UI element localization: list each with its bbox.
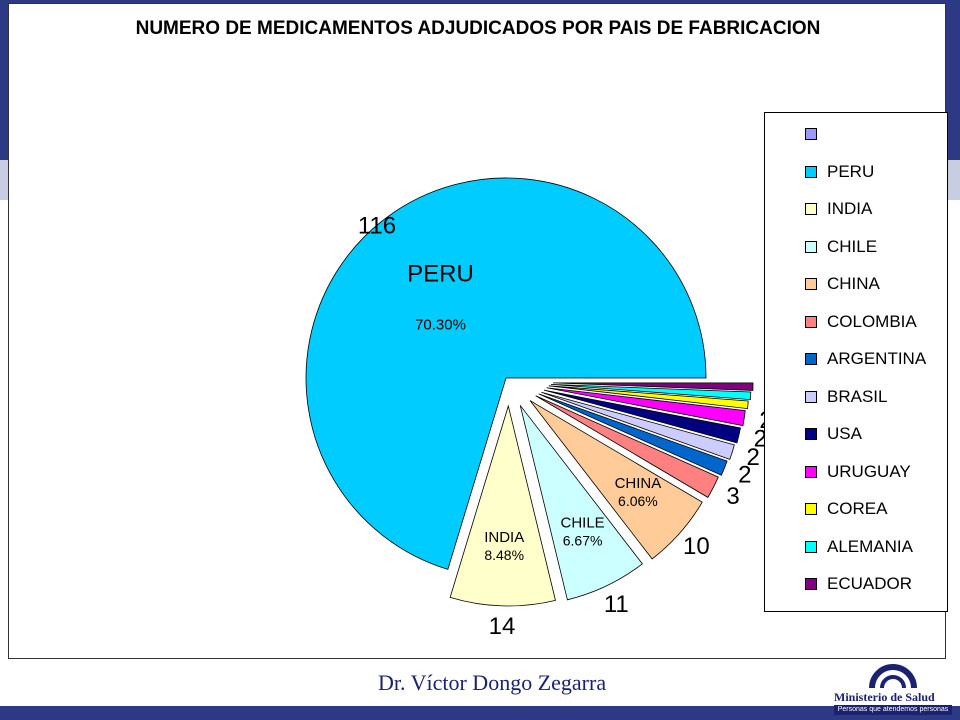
pie-slice-ecuador (552, 382, 754, 391)
legend-item-india: INDIA (805, 198, 872, 220)
slice-name-peru: PERU (407, 261, 474, 288)
slice-percent-chile: 6.67% (563, 532, 603, 548)
legend-label: ARGENTINA (827, 349, 927, 368)
ministry-logo-tagline: Personas que atendemos personas (834, 705, 952, 715)
value-label-chile: 11 (604, 591, 629, 618)
ministry-arc-icon (869, 664, 917, 689)
legend-label: COREA (827, 499, 888, 518)
chart-legend: PERU INDIA CHILE CHINA COLOMBIA ARGENTINA BRAS… (764, 112, 948, 612)
pie-slice-brasil (541, 391, 735, 460)
legend-swatch (805, 503, 817, 515)
legend-item-peru: PERU (805, 161, 874, 183)
pie-slice-india (449, 404, 556, 607)
legend-label: USA (827, 424, 862, 443)
legend-item-alemania: ALEMANIA (805, 536, 913, 558)
legend-label: CHILE (827, 236, 878, 256)
legend-label: INDIA (827, 199, 873, 218)
slice-name-india: INDIA (484, 529, 524, 546)
legend-label: COLOMBIA (827, 311, 917, 331)
pie-slice-peru (305, 177, 707, 570)
legend-swatch (805, 390, 817, 403)
legend-label: PERU (827, 161, 875, 181)
legend-item-unlabeled (805, 123, 827, 145)
legend-item-brasil: BRASIL (805, 386, 887, 408)
value-label-china: 10 (683, 533, 710, 560)
pie-slice-uruguay (546, 387, 746, 427)
legend-swatch (805, 203, 817, 215)
legend-label: CHINA (827, 274, 880, 293)
legend-swatch (805, 278, 817, 290)
legend-item-usa: USA (805, 423, 862, 445)
legend-label: BRASIL (827, 386, 888, 406)
legend-swatch (805, 315, 817, 328)
legend-swatch (805, 240, 817, 253)
pie-slice-corea (548, 385, 749, 410)
legend-item-uruguay: URUGUAY (805, 461, 911, 483)
legend-swatch (805, 165, 817, 178)
slice-name-china: CHINA (615, 475, 662, 492)
value-label-peru: 116 (358, 213, 396, 240)
legend-swatch (805, 128, 817, 140)
legend-swatch (805, 428, 817, 440)
pie-slice-alemania (550, 384, 752, 401)
pie-slice-colombia (535, 395, 719, 498)
chart-title: NUMERO DE MEDICAMENTOS ADJUDICADOS POR P… (135, 18, 821, 39)
value-label-usa: 2 (754, 426, 767, 453)
ministry-logo: Ministerio de Salud Personas que atendem… (830, 660, 955, 716)
value-label-argentina: 2 (738, 462, 751, 489)
legend-item-colombia: COLOMBIA (805, 311, 917, 333)
value-label-india: 14 (489, 613, 516, 640)
legend-item-ecuador: ECUADOR (805, 573, 912, 595)
legend-label: ALEMANIA (827, 536, 913, 556)
legend-item-argentina: ARGENTINA (805, 348, 926, 370)
slice-name-chile: CHILE (561, 514, 605, 531)
legend-swatch (805, 353, 817, 365)
slice-percent-peru: 70.30% (415, 317, 466, 334)
ministry-logo-name: Ministerio de Salud (834, 690, 935, 704)
legend-item-corea: COREA (805, 498, 887, 520)
legend-swatch (805, 578, 817, 590)
slide-footer-bar (0, 706, 960, 720)
legend-item-china: CHINA (805, 273, 880, 295)
pie-slice-usa (543, 389, 741, 444)
pie-slice-argentina (538, 393, 728, 476)
slice-percent-india: 8.48% (484, 547, 524, 563)
pie-slice-chile (519, 405, 643, 601)
chart-frame: NUMERO DE MEDICAMENTOS ADJUDICADOS POR P… (8, 3, 948, 659)
pie-slice-china (529, 400, 703, 560)
value-label-colombia: 3 (726, 483, 739, 510)
legend-swatch (805, 540, 817, 553)
legend-label: ECUADOR (827, 574, 913, 593)
value-label-brasil: 2 (747, 444, 760, 471)
legend-swatch (805, 465, 817, 478)
legend-label: URUGUAY (827, 461, 911, 481)
author-name: Dr. Víctor Dongo Zegarra (378, 670, 607, 695)
slice-percent-china: 6.06% (618, 493, 658, 509)
legend-item-chile: CHILE (805, 236, 877, 258)
